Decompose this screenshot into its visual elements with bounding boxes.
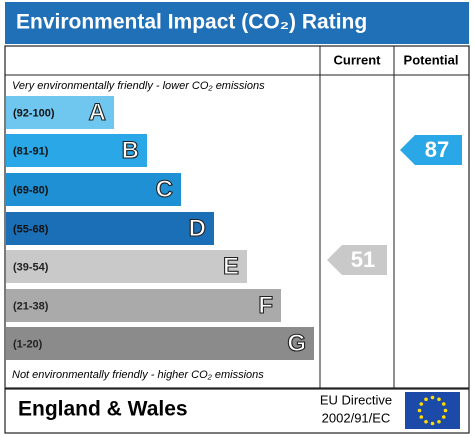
band-range: (81-91) [13, 145, 49, 157]
star [419, 402, 424, 406]
star [430, 395, 435, 400]
star [437, 419, 441, 424]
region: England & Wales [18, 398, 188, 421]
column-header: Current [334, 52, 382, 67]
star [424, 397, 428, 402]
star [419, 415, 424, 419]
rating-arrow [327, 245, 387, 275]
star [424, 419, 428, 424]
rating-value: 87 [425, 137, 449, 162]
band-bar [6, 250, 247, 283]
rating-value: 51 [351, 247, 375, 272]
band-bar [6, 289, 281, 322]
title: Environmental Impact (CO₂) Rating [16, 11, 367, 34]
band-letter: E [223, 253, 239, 280]
band-bar [6, 96, 114, 129]
column-header: Potential [404, 52, 459, 67]
band-letter: A [89, 99, 106, 126]
star [443, 408, 448, 413]
band-range: (92-100) [13, 107, 55, 119]
directive: EU Directive [320, 392, 392, 407]
band-letter: G [287, 330, 306, 357]
footer-frame [4, 388, 470, 434]
band-bar [6, 327, 314, 360]
band-range: (21-38) [13, 300, 49, 312]
band-letter: C [156, 176, 173, 203]
band-letter: F [258, 292, 273, 319]
band-letter: B [122, 137, 139, 164]
band-range: (55-68) [13, 223, 49, 235]
star [437, 397, 441, 402]
star [417, 408, 422, 413]
directive: 2002/91/EC [322, 410, 391, 425]
rating-arrow [400, 135, 462, 165]
band-range: (39-54) [13, 261, 49, 273]
band-bar [6, 173, 181, 206]
star [430, 421, 435, 426]
band-range: (69-80) [13, 184, 49, 196]
top-note: Very environmentally friendly - lower CO… [12, 80, 265, 92]
band-range: (1-20) [13, 338, 43, 350]
star [441, 402, 446, 406]
bottom-note: Not environmentally friendly - higher CO… [12, 369, 264, 381]
eu-stars [417, 395, 448, 426]
frame [4, 45, 470, 389]
title-bar [5, 2, 469, 44]
band-bar [6, 212, 214, 245]
band-letter: D [189, 215, 206, 242]
star [441, 415, 446, 419]
band-bar [6, 134, 147, 167]
